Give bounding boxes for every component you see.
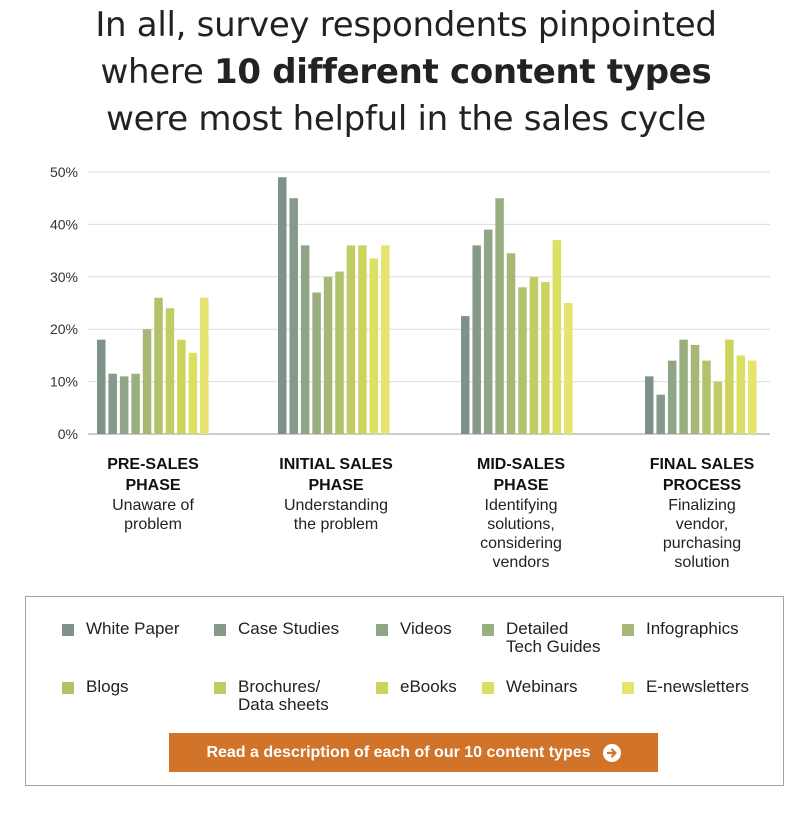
legend-label: Infographics (646, 619, 739, 638)
legend-swatch (376, 682, 388, 694)
bar (369, 258, 379, 434)
legend-label: Webinars (506, 677, 578, 696)
legend-label: Videos (400, 619, 452, 638)
bar (679, 339, 688, 434)
phase-name: PRE-SALES PHASE (107, 456, 199, 494)
bar (346, 245, 356, 434)
phase-description: Unaware of problem (112, 497, 194, 533)
legend-swatch (622, 624, 634, 636)
title-line-3: were most helpful in the sales cycle (106, 99, 706, 139)
legend-label: Blogs (86, 677, 129, 696)
y-tick-label: 40% (50, 216, 78, 232)
arrow-right-circle-icon (602, 743, 621, 762)
legend-label: eBooks (400, 677, 457, 696)
chart-title: In all, survey respondents pinpointed wh… (0, 2, 812, 143)
legend-item: Infographics (622, 620, 739, 638)
phase-name: FINAL SALES PROCESS (649, 456, 755, 494)
phase-description: Understanding the problem (283, 497, 389, 533)
content-types-button[interactable]: Read a description of each of our 10 con… (169, 733, 658, 772)
title-line-1: In all, survey respondents pinpointed (95, 5, 717, 45)
bar-chart: 0% 10% 20% 30% 40% 50% (50, 164, 770, 442)
y-tick-label: 10% (50, 374, 78, 390)
bar (472, 245, 481, 434)
bar (177, 339, 186, 434)
legend-swatch (62, 624, 74, 636)
legend-swatch (62, 682, 74, 694)
bar (300, 245, 310, 434)
y-tick-label: 0% (58, 426, 78, 442)
phase-description: Finalizing vendor, purchasing solution (662, 497, 742, 571)
legend-label: Case Studies (238, 619, 340, 638)
legend-label: E-newsletters (646, 677, 749, 696)
y-tick-label: 20% (50, 321, 78, 337)
bar (725, 339, 734, 434)
bar (154, 297, 163, 434)
bar (335, 271, 344, 434)
bar (278, 177, 287, 435)
bar (564, 303, 573, 434)
bar (358, 245, 367, 434)
bar (518, 287, 527, 434)
legend-item: White Paper (62, 620, 180, 638)
legend-swatch (214, 682, 226, 694)
legend-item: eBooks (376, 678, 457, 696)
y-tick-label: 30% (50, 269, 78, 285)
legend-item: Brochures/ Data sheets (214, 678, 329, 714)
legend-item: Webinars (482, 678, 578, 696)
phase-name: INITIAL SALES PHASE (279, 456, 393, 494)
bar (645, 376, 654, 434)
phase-label: FINAL SALES PROCESS Finalizing vendor, pu… (617, 454, 787, 572)
legend-item: Detailed Tech Guides (482, 620, 601, 656)
bar (483, 229, 493, 434)
bar (119, 376, 129, 434)
bar (667, 360, 677, 434)
legend-item: Videos (376, 620, 452, 638)
legend-label: Brochures/ Data sheets (238, 677, 329, 714)
bar (165, 308, 175, 434)
bar (108, 373, 117, 434)
legend-swatch (622, 682, 634, 694)
bar (702, 360, 711, 434)
legend-label: White Paper (86, 619, 180, 638)
legend-item: E-newsletters (622, 678, 749, 696)
bar (736, 355, 746, 434)
title-line-2-prefix: where (100, 52, 214, 92)
phase-label: PRE-SALES PHASE Unaware of problem (68, 454, 238, 534)
legend-label: Detailed Tech Guides (506, 619, 601, 656)
bar (188, 352, 198, 434)
bar (541, 282, 550, 434)
title-line-2-emphasis: 10 different content types (213, 52, 712, 92)
bar (506, 253, 516, 434)
bar (748, 360, 757, 434)
legend-item: Case Studies (214, 620, 339, 638)
bar (381, 245, 390, 434)
title-line-2: where 10 different content types (0, 49, 812, 96)
legend-swatch (482, 682, 494, 694)
phase-description: Identifying solutions, considering vendo… (480, 497, 562, 571)
bar (131, 373, 140, 434)
bar (312, 292, 321, 434)
y-tick-label: 50% (50, 164, 78, 180)
phase-name: MID-SALES PHASE (477, 456, 565, 494)
phase-label: INITIAL SALES PHASE Understanding the pro… (251, 454, 421, 534)
content-types-button-label: Read a description of each of our 10 con… (206, 743, 591, 761)
bar (97, 339, 106, 434)
bar (461, 316, 470, 434)
bar (656, 394, 665, 434)
bar (552, 240, 562, 434)
phase-label: MID-SALES PHASE Identifying solutions, co… (436, 454, 606, 572)
legend-swatch (482, 624, 494, 636)
bar (690, 344, 700, 434)
bar (200, 297, 209, 434)
legend-item: Blogs (62, 678, 129, 696)
bar (323, 276, 333, 434)
bar (495, 198, 504, 434)
bar (529, 276, 539, 434)
legend-swatch (214, 624, 226, 636)
bar (142, 329, 152, 434)
legend-box: White Paper Case Studies Videos Detailed Te… (25, 596, 784, 786)
bar (713, 381, 723, 434)
bar (289, 198, 298, 434)
legend-swatch (376, 624, 388, 636)
